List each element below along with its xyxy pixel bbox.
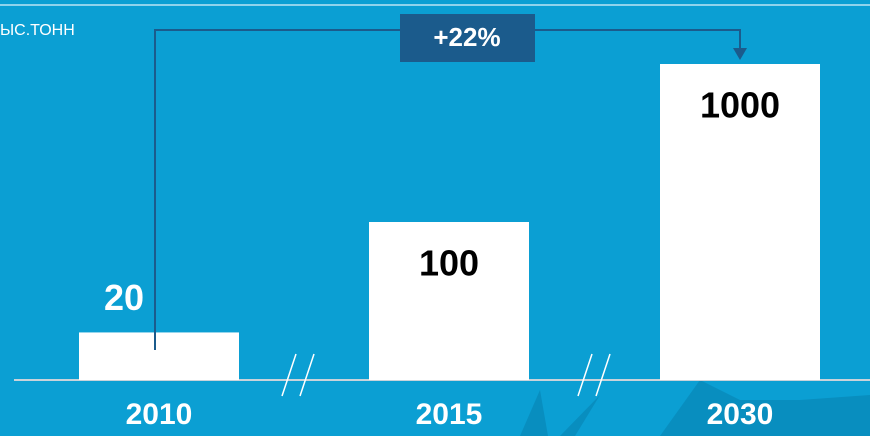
annotation: +22% (433, 22, 500, 52)
arrow-head (733, 48, 747, 60)
bar (369, 222, 529, 380)
x-tick-label: 2030 (707, 398, 774, 431)
bar (79, 332, 239, 380)
value-label: 1000 (700, 85, 780, 126)
annotation-box (400, 14, 535, 62)
chart-title: ЫС.ТОНН (0, 22, 75, 39)
value-label: 100 (419, 243, 479, 284)
value-label: 20 (104, 277, 144, 318)
bar (660, 64, 820, 380)
palm-decoration (520, 380, 870, 436)
x-tick-label: 2015 (416, 398, 483, 431)
axis-break (281, 353, 611, 397)
x-tick-label: 2010 (126, 398, 193, 431)
